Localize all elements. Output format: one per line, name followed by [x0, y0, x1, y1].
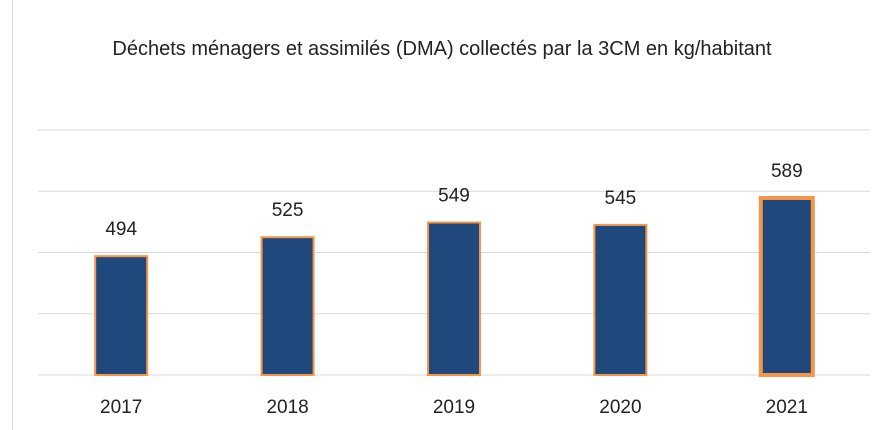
bar [260, 236, 315, 376]
bar [427, 221, 481, 376]
data-label: 494 [105, 219, 137, 240]
data-label: 525 [272, 200, 304, 221]
chart-title: Déchets ménagers et assimilés (DMA) coll… [112, 38, 772, 60]
x-tick-label: 2020 [599, 397, 641, 418]
x-tick-label: 2021 [766, 397, 808, 418]
data-label: 589 [771, 161, 803, 182]
x-tick-label: 2018 [266, 397, 308, 418]
data-label: 549 [438, 186, 470, 207]
bar [758, 195, 815, 377]
x-tick-label: 2017 [100, 397, 142, 418]
x-tick-label: 2019 [433, 397, 475, 418]
data-label: 545 [605, 188, 637, 209]
bar [593, 223, 648, 376]
bar [94, 255, 149, 376]
